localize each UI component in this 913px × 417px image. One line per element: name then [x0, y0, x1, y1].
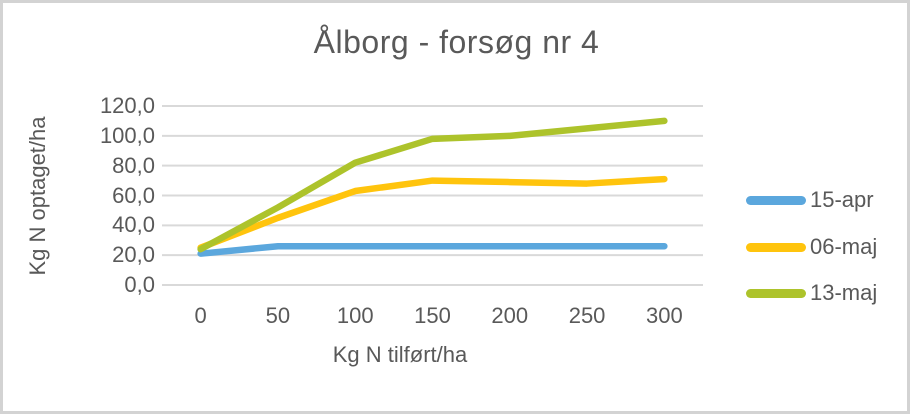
x-tick-label: 300 — [645, 303, 683, 328]
series-line-15-apr — [197, 242, 668, 257]
y-tick-label: 100,0 — [99, 122, 155, 148]
legend-label: 13-maj — [810, 280, 878, 305]
chart-title: Ålborg - forsøg nr 4 — [313, 24, 600, 60]
x-tick-label: 150 — [414, 303, 451, 328]
x-tick-label: 50 — [265, 303, 291, 328]
y-tick-label: 0,0 — [124, 272, 155, 297]
y-tick-label: 80,0 — [112, 152, 155, 178]
legend-swatch-icon — [746, 242, 806, 252]
legend-swatch-icon — [746, 196, 806, 205]
legend-label: 15-apr — [810, 187, 874, 212]
series-line-06-maj — [197, 175, 668, 251]
x-tick-label: 200 — [491, 303, 529, 328]
x-tick-label: 100 — [336, 303, 374, 328]
y-tick-label: 20,0 — [112, 242, 155, 268]
x-axis-title: Kg N tilført/ha — [332, 342, 468, 367]
y-tick-label: 40,0 — [112, 212, 155, 238]
x-tick-label: 250 — [568, 303, 606, 328]
legend-label: 06-maj — [810, 233, 878, 259]
series-lines — [197, 117, 668, 257]
gridlines — [162, 105, 703, 286]
y-tick-label: 120,0 — [99, 93, 155, 118]
legend-swatch-icon — [746, 289, 806, 298]
series-line-13-maj — [197, 117, 668, 253]
x-tick-label: 0 — [194, 303, 207, 328]
y-tick-label: 60,0 — [112, 182, 155, 208]
